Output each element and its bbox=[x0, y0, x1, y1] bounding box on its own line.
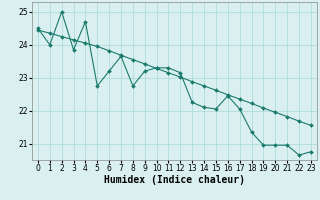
X-axis label: Humidex (Indice chaleur): Humidex (Indice chaleur) bbox=[104, 175, 245, 185]
